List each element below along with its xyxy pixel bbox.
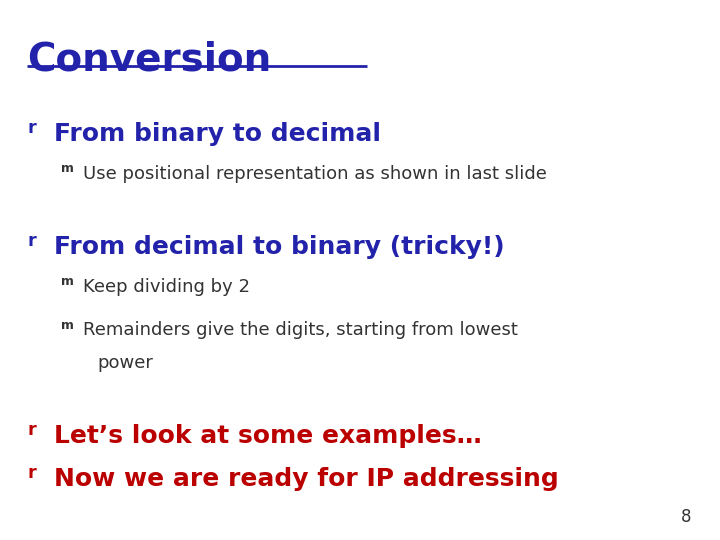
Text: Let’s look at some examples…: Let’s look at some examples… bbox=[54, 424, 482, 448]
Text: Remainders give the digits, starting from lowest: Remainders give the digits, starting fro… bbox=[83, 321, 518, 339]
Text: m: m bbox=[61, 162, 74, 175]
Text: Use positional representation as shown in last slide: Use positional representation as shown i… bbox=[83, 165, 546, 183]
Text: power: power bbox=[97, 354, 153, 372]
Text: Now we are ready for IP addressing: Now we are ready for IP addressing bbox=[54, 467, 559, 491]
Text: r: r bbox=[27, 464, 36, 482]
Text: r: r bbox=[27, 421, 36, 439]
Text: m: m bbox=[61, 275, 74, 288]
Text: r: r bbox=[27, 119, 36, 137]
Text: Keep dividing by 2: Keep dividing by 2 bbox=[83, 278, 250, 296]
Text: From binary to decimal: From binary to decimal bbox=[54, 122, 381, 145]
Text: r: r bbox=[27, 232, 36, 250]
Text: Conversion: Conversion bbox=[27, 40, 271, 78]
Text: From decimal to binary (tricky!): From decimal to binary (tricky!) bbox=[54, 235, 505, 259]
Text: m: m bbox=[61, 319, 74, 332]
Text: 8: 8 bbox=[680, 509, 691, 526]
